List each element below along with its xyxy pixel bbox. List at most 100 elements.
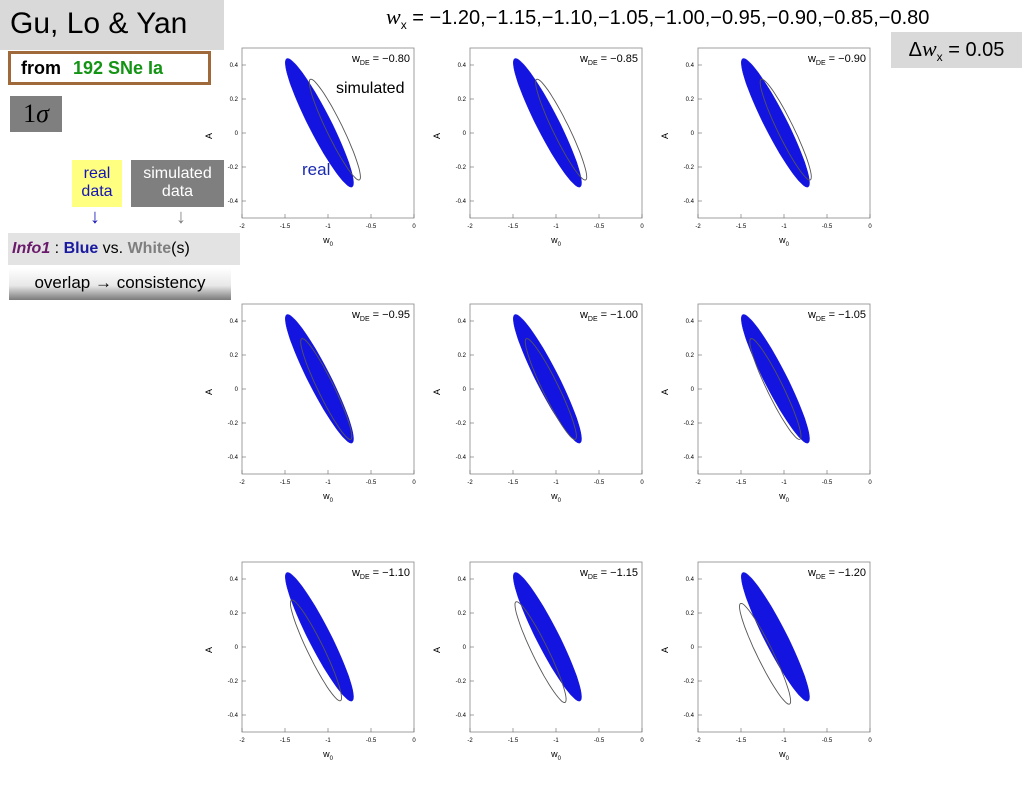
x-axis-label: w0 [550,491,562,504]
x-axis-label-sub: 0 [330,498,334,504]
y-tick-label: 0.4 [458,319,467,325]
x-tick-label: 0 [868,224,872,230]
wx-values-line: wx = −1.20,−1.15,−1.10,−1.05,−1.00,−0.95… [386,4,929,38]
y-axis-label: A [204,133,214,139]
y-axis-label: A [660,647,670,653]
x-tick-label: -2 [695,480,701,486]
info-suffix: (s) [171,240,190,257]
chart-panel-7: -2 -1.5 -1 -0.5 0 0.4 0.2 0 -0.2 -0.4 wDE = −1.10 w… [200,554,440,804]
panel-title: wDE = −1.10 [351,567,410,581]
chart-panel-6: -2 -1.5 -1 -0.5 0 0.4 0.2 0 -0.2 -0.4 wDE = −1.05 w… [656,296,896,546]
x-axis-label-main: w [322,749,330,759]
y-tick-label: -0.4 [456,199,467,205]
x-axis-label: w0 [778,749,790,762]
panel-title-value: = −0.80 [370,53,410,65]
x-axis-label-sub: 0 [558,242,562,248]
x-axis-label-main: w [550,491,558,501]
y-tick-label: -0.2 [684,421,695,427]
x-tick-label: -2 [467,224,473,230]
y-tick-label: 0.2 [686,353,695,359]
x-tick-label: -1.5 [280,224,291,230]
panel-title-w: w [807,53,816,65]
y-tick-label: -0.2 [456,679,467,685]
panel-title-value: = −1.15 [598,567,638,579]
y-tick-label: -0.4 [228,455,239,461]
x-tick-label: -0.5 [366,224,377,230]
x-tick-label: -1.5 [736,738,747,744]
panel-title: wDE = −1.05 [807,309,866,323]
info-separator: : [50,240,64,257]
y-tick-label: -0.4 [228,713,239,719]
simulated-contour [535,78,588,181]
x-tick-label: 0 [412,224,416,230]
panel-title-sub: DE [816,60,826,67]
x-axis-label: w0 [550,749,562,762]
y-tick-label: -0.4 [684,713,695,719]
source-box: from 192 SNe Ia [8,51,211,85]
panel-title-w: w [351,567,360,579]
x-tick-label: -1.5 [508,480,519,486]
y-axis-label: A [660,133,670,139]
panel-title-w: w [579,567,588,579]
y-tick-label: 0.2 [686,611,695,617]
info-name: Info1 [12,240,51,257]
panel-title-sub: DE [588,60,598,67]
y-tick-label: 0.4 [230,577,239,583]
y-tick-label: 0.2 [230,97,239,103]
y-tick-label: 0 [463,645,467,651]
y-axis-label: A [432,133,442,139]
y-axis-label: A [432,647,442,653]
right-arrow-icon: → [94,273,112,292]
x-tick-label: 0 [640,480,644,486]
y-tick-label: 0 [235,387,239,393]
y-tick-label: 0 [235,131,239,137]
y-axis-label: A [660,389,670,395]
chart-panel-2: -2 -1.5 -1 -0.5 0 0.4 0.2 0 -0.2 -0.4 wDE = −0.85 w… [428,40,668,290]
y-axis-label: A [204,647,214,653]
info-vs: vs. [98,240,128,257]
dw-subscript: x [936,50,943,64]
panel-title-w: w [351,309,360,321]
y-tick-label: 0 [691,387,695,393]
dw-value: 0.05 [965,39,1005,61]
x-axis-label-main: w [550,749,558,759]
info-white-word: White [127,240,172,257]
x-tick-label: -1 [781,224,787,230]
x-axis-label: w0 [322,749,334,762]
y-tick-label: 0.2 [458,353,467,359]
panel-title: wDE = −1.00 [579,309,638,323]
x-tick-label: -2 [239,480,245,486]
panel-title-sub: DE [816,574,826,581]
y-tick-label: 0 [463,131,467,137]
panel-title-value: = −1.20 [826,567,866,579]
y-tick-label: 0.4 [230,319,239,325]
x-axis-label: w0 [550,235,562,248]
simulated-contour [759,78,812,181]
delta-w-box: Δwx = 0.05 [891,32,1022,68]
x-axis-label-sub: 0 [330,242,334,248]
x-tick-label: -1.5 [280,738,291,744]
panel-title-value: = −1.10 [370,567,410,579]
x-axis-label-main: w [778,749,786,759]
x-axis-label-sub: 0 [786,756,790,762]
title-box [0,0,224,50]
y-tick-label: 0.2 [230,353,239,359]
simulated-contour [739,602,792,705]
simulated-contour [300,338,353,440]
x-axis-label-sub: 0 [558,498,562,504]
x-tick-label: -0.5 [366,738,377,744]
x-tick-label: -0.5 [594,224,605,230]
dw-symbol: w [921,36,937,61]
overlap-consistency-bar: overlap → consistency [9,268,231,300]
y-tick-label: 0 [463,387,467,393]
y-tick-label: 0.2 [686,97,695,103]
y-tick-label: -0.4 [456,455,467,461]
panel-title: wDE = −0.90 [807,53,866,67]
wx-equals: = [406,7,430,29]
x-axis-label: w0 [322,491,334,504]
y-tick-label: 0 [691,131,695,137]
